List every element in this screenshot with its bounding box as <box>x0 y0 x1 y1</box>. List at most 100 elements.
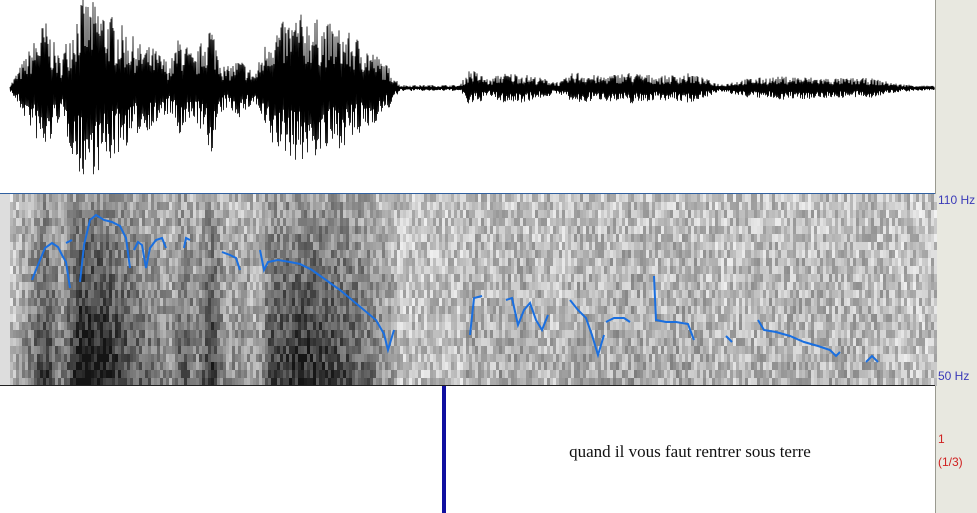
spectrogram-cell <box>304 370 307 378</box>
spectrogram-cell <box>244 354 247 362</box>
spectrogram-cell <box>307 282 310 290</box>
spectrogram-cell <box>532 322 535 330</box>
spectrogram-cell <box>454 298 457 306</box>
spectrogram-cell <box>91 346 94 354</box>
spectrogram-cell <box>118 258 121 266</box>
spectrogram-cell <box>517 330 520 338</box>
spectrogram-cell <box>343 322 346 330</box>
spectrogram-cell <box>544 234 547 242</box>
spectrogram-cell <box>454 338 457 346</box>
spectrogram-cell <box>451 362 454 370</box>
spectrogram-cell <box>79 282 82 290</box>
spectrogram-cell <box>79 298 82 306</box>
spectrogram-cell <box>118 290 121 298</box>
spectrogram-cell <box>322 298 325 306</box>
spectrogram-cell <box>556 250 559 258</box>
spectrogram-cell <box>613 306 616 314</box>
spectrogram-cell <box>472 226 475 234</box>
spectrogram-cell <box>538 202 541 210</box>
spectrogram-cell <box>370 234 373 242</box>
spectrogram-cell <box>619 202 622 210</box>
spectrogram-cell <box>592 234 595 242</box>
spectrogram-cell <box>574 314 577 322</box>
spectrogram-cell <box>445 338 448 346</box>
spectrogram-cell <box>538 218 541 226</box>
spectrogram-cell <box>214 202 217 210</box>
spectrogram-cell <box>40 298 43 306</box>
spectrogram-cell <box>97 354 100 362</box>
spectrogram-cell <box>223 354 226 362</box>
spectrogram-cell <box>487 266 490 274</box>
spectrogram-cell <box>385 370 388 378</box>
spectrogram-cell <box>325 266 328 274</box>
spectrogram-cell <box>274 298 277 306</box>
spectrogram-cell <box>265 234 268 242</box>
spectrogram-cell <box>628 202 631 210</box>
spectrogram-cell <box>61 202 64 210</box>
spectrogram-cell <box>37 210 40 218</box>
spectrogram-cell <box>310 322 313 330</box>
spectrogram-cell <box>58 330 61 338</box>
spectrogram-cell <box>346 210 349 218</box>
spectrogram-cell <box>307 250 310 258</box>
spectrogram-cell <box>244 322 247 330</box>
spectrogram-cell <box>349 322 352 330</box>
spectrogram-cell <box>577 258 580 266</box>
spectrogram-cell <box>388 210 391 218</box>
spectrogram-cell <box>232 290 235 298</box>
spectrogram-cell <box>292 234 295 242</box>
spectrogram-cell <box>52 362 55 370</box>
spectrogram-cell <box>76 250 79 258</box>
spectrogram-cell <box>445 242 448 250</box>
spectrogram-cell <box>625 290 628 298</box>
spectrogram-cell <box>268 210 271 218</box>
spectrogram-cell <box>499 322 502 330</box>
spectrogram-cell <box>325 330 328 338</box>
spectrogram-cell <box>304 218 307 226</box>
spectrogram-cell <box>574 226 577 234</box>
spectrogram-cell <box>325 282 328 290</box>
spectrogram-cell <box>343 258 346 266</box>
spectrogram-cell <box>361 194 364 202</box>
spectrogram-cell <box>139 210 142 218</box>
spectrogram-cell <box>115 298 118 306</box>
spectrogram-cell <box>304 322 307 330</box>
spectrogram-cell <box>190 242 193 250</box>
spectrogram-cell <box>130 314 133 322</box>
spectrogram-cell <box>439 242 442 250</box>
spectrogram-cell <box>535 234 538 242</box>
spectrogram-cell <box>490 370 493 378</box>
spectrogram-cell <box>361 354 364 362</box>
spectrogram-cell <box>112 242 115 250</box>
spectrogram-cell <box>553 298 556 306</box>
spectrogram-cell <box>34 274 37 282</box>
spectrogram-cell <box>346 274 349 282</box>
spectrogram-cell <box>313 258 316 266</box>
spectrogram-cell <box>133 226 136 234</box>
spectrogram-cell <box>391 346 394 354</box>
spectrogram-cell <box>520 306 523 314</box>
spectrogram-cell <box>607 314 610 322</box>
spectrogram-cell <box>265 250 268 258</box>
spectrogram-cell <box>448 274 451 282</box>
spectrogram-cell <box>568 282 571 290</box>
spectrogram-cell <box>154 290 157 298</box>
spectrogram-cell <box>442 346 445 354</box>
spectrogram-cell <box>178 218 181 226</box>
spectrogram-cell <box>544 338 547 346</box>
spectrogram-cell <box>127 354 130 362</box>
spectrogram-cell <box>358 338 361 346</box>
spectrogram-cell <box>556 370 559 378</box>
waveform <box>9 0 935 175</box>
spectrogram-cell <box>52 202 55 210</box>
spectrogram-cell <box>145 266 148 274</box>
spectrogram-cell <box>508 370 511 378</box>
spectrogram-cell <box>478 274 481 282</box>
spectrogram-cell <box>25 314 28 322</box>
spectrogram-cell <box>610 234 613 242</box>
spectrogram-cell <box>205 274 208 282</box>
spectrogram-cell <box>355 354 358 362</box>
spectrogram-cell <box>223 266 226 274</box>
spectrogram-cell <box>376 226 379 234</box>
spectrogram-cell <box>457 250 460 258</box>
